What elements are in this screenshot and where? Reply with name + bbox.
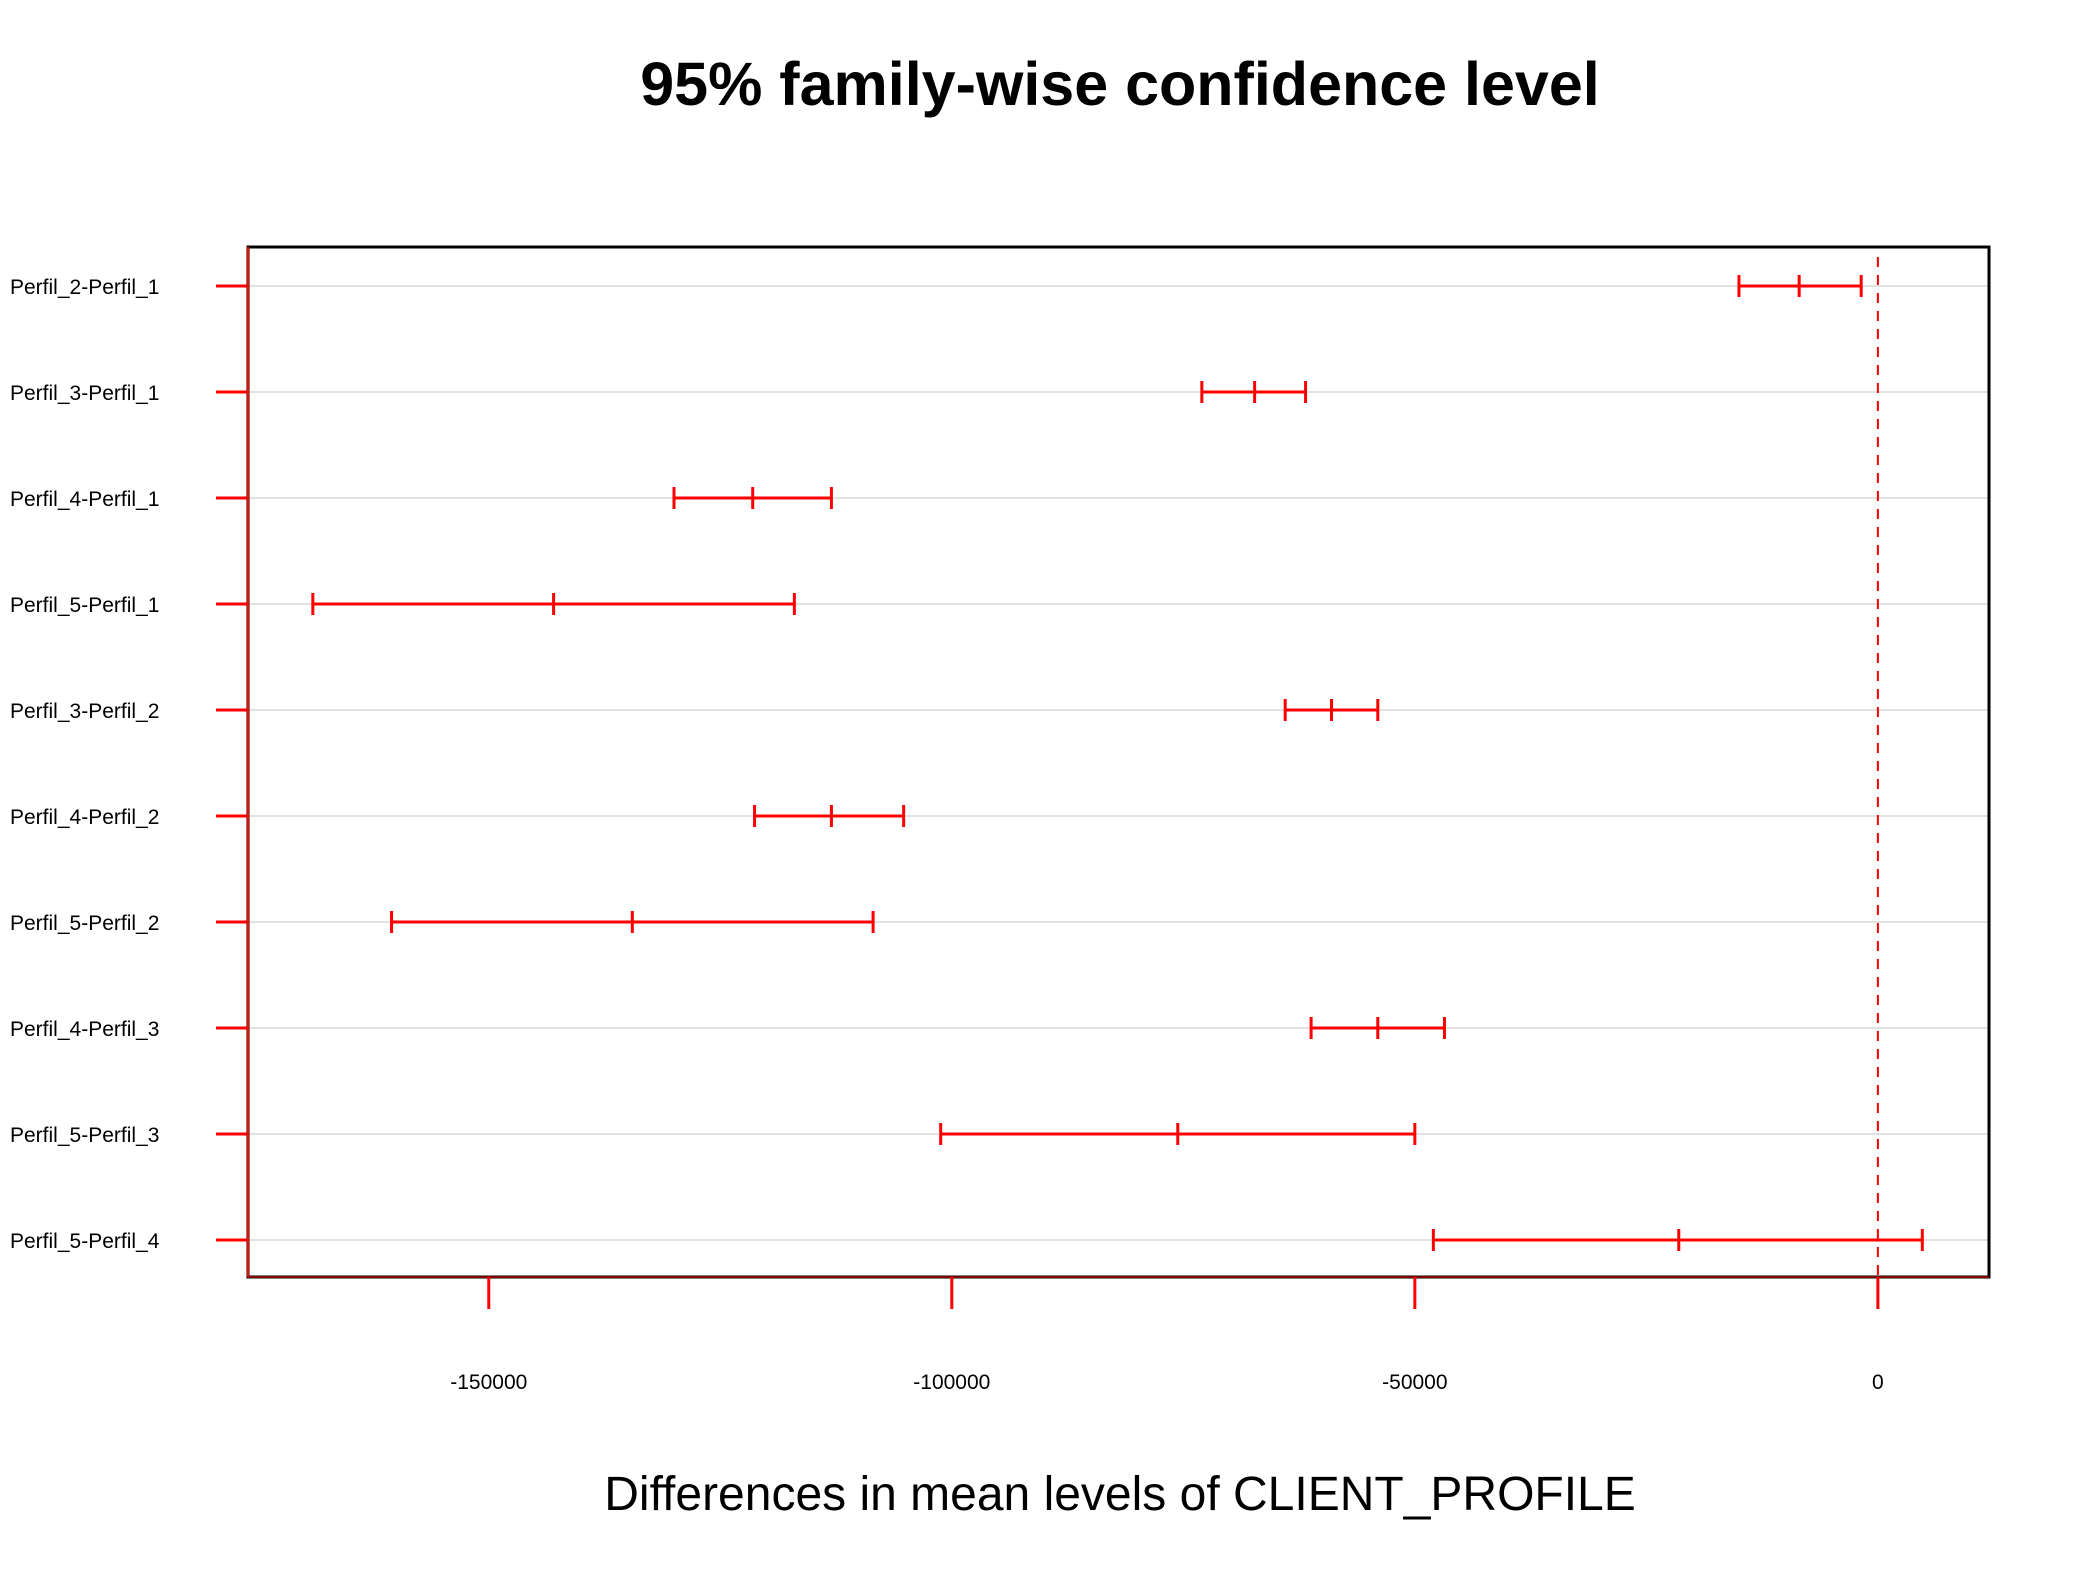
interval (311, 593, 796, 615)
comparison-label: Perfil_4-Perfil_2 (10, 806, 159, 829)
interval (1431, 1229, 1924, 1251)
interval (1737, 275, 1863, 297)
confidence-intervals (311, 275, 1924, 1251)
interval (939, 1123, 1417, 1145)
comparison-label: Perfil_2-Perfil_1 (10, 276, 159, 299)
comparison-label: Perfil_3-Perfil_2 (10, 700, 159, 723)
interval (1309, 1017, 1446, 1039)
x-tick-label: 0 (1872, 1371, 1884, 1394)
chart-title: 95% family-wise confidence level (640, 50, 1599, 118)
x-tick-label: -100000 (913, 1371, 990, 1394)
comparison-label: Perfil_5-Perfil_1 (10, 594, 159, 617)
comparison-label: Perfil_5-Perfil_3 (10, 1124, 159, 1147)
x-axis: -150000 -100000 -50000 0 (248, 1276, 1989, 1394)
comparison-label: Perfil_4-Perfil_3 (10, 1018, 159, 1041)
interval (1283, 699, 1380, 721)
x-axis-title: Differences in mean levels of CLIENT_PRO… (604, 1468, 1636, 1521)
plot-frame (246, 245, 1991, 1279)
comparison-label: Perfil_4-Perfil_1 (10, 488, 159, 511)
interval (672, 487, 833, 509)
x-tick-label: -50000 (1382, 1371, 1447, 1394)
comparison-label: Perfil_5-Perfil_2 (10, 912, 159, 935)
comparison-label: Perfil_3-Perfil_1 (10, 382, 159, 405)
comparison-label: Perfil_5-Perfil_4 (10, 1230, 160, 1253)
comparison-labels: Perfil_2-Perfil_1 Perfil_3-Perfil_1 Perfil… (10, 247, 249, 1277)
grid-lines (248, 285, 1989, 1241)
interval (390, 911, 875, 933)
interval (1200, 381, 1308, 403)
interval (753, 805, 906, 827)
x-tick-label: -150000 (450, 1371, 527, 1394)
